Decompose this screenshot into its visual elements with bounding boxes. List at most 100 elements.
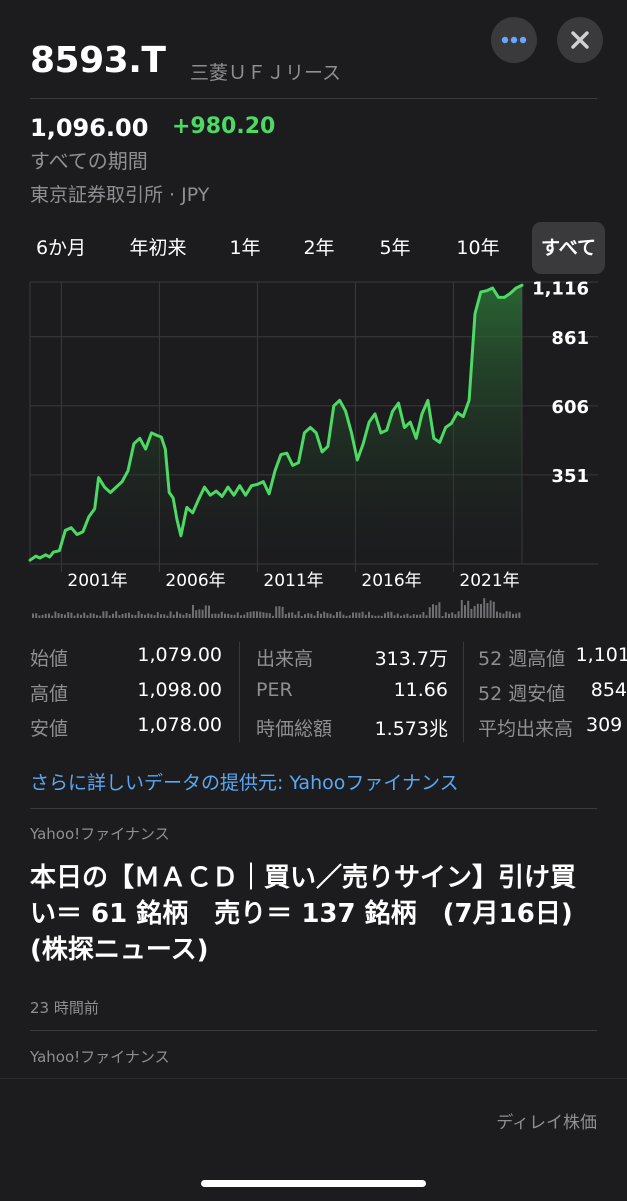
close-button[interactable] [557, 17, 603, 63]
volume-bar [128, 612, 130, 618]
x-tick-label: 2016年 [361, 571, 421, 591]
volume-bar [192, 604, 194, 618]
volume-bar [265, 612, 268, 618]
volume-bar [217, 613, 220, 618]
volume-bar [326, 613, 329, 618]
data-source-link[interactable]: さらに詳しいデータの提供元: Yahooファイナンス [30, 772, 459, 794]
volume-bar [428, 607, 431, 618]
volume-bar [361, 611, 364, 618]
volume-bar [115, 611, 118, 618]
volume-bar [300, 616, 303, 618]
volume-bar [371, 615, 374, 618]
volume-bar [259, 611, 262, 618]
stat-label: 高値 [30, 683, 69, 705]
volume-bar [364, 614, 367, 618]
volume-bar [236, 612, 239, 618]
volume-bar [390, 611, 393, 618]
stat-label: 52 週高値 [478, 648, 566, 670]
close-icon [571, 31, 589, 49]
price-line [28, 283, 524, 562]
volume-bar [505, 611, 508, 618]
volume-bar [377, 615, 380, 618]
range-tab-2y[interactable]: 2年 [303, 237, 335, 259]
volume-bar [220, 611, 223, 618]
volume-bar [38, 615, 41, 618]
volume-bar [310, 613, 313, 618]
volume-bar [368, 611, 370, 618]
volume-bar [224, 613, 226, 618]
volume-bar [339, 611, 342, 618]
range-tab-5y[interactable]: 5年 [379, 237, 411, 259]
volume-bar [64, 614, 66, 618]
volume-bar [41, 614, 44, 618]
volume-bar [105, 611, 108, 618]
header-divider [30, 98, 597, 99]
volume-bar [348, 615, 351, 618]
x-tick-label: 2011年 [263, 571, 323, 591]
volume-bar [307, 613, 310, 618]
volume-bar [470, 608, 473, 618]
volume-bar [121, 613, 124, 618]
volume-bar [483, 598, 486, 618]
volume-bar [240, 615, 242, 618]
volume-bar [502, 613, 505, 618]
range-tab-ytd[interactable]: 年初来 [129, 237, 187, 259]
volume-bar [99, 615, 102, 618]
volume-bar [336, 612, 338, 618]
volume-bar [403, 614, 406, 618]
volume-bar [396, 613, 399, 618]
range-tab-10y[interactable]: 10年 [456, 237, 500, 259]
volume-bar [454, 614, 457, 618]
stats-grid: 始値 1,079.00 高値 1,098.00 安値 1,078.00 出来高 … [0, 636, 627, 746]
more-button[interactable] [491, 17, 537, 63]
range-tab-all[interactable]: すべて [532, 222, 605, 274]
volume-bar [92, 613, 95, 618]
volume-bar [160, 614, 162, 618]
volume-bar [80, 614, 82, 618]
volume-bar [457, 611, 460, 618]
y-tick-label: 351 [551, 466, 589, 487]
volume-bar [166, 615, 169, 618]
price-change: +980.20 [172, 114, 276, 139]
volume-bar [342, 614, 345, 618]
home-indicator[interactable] [201, 1180, 426, 1187]
price-chart-svg: 1,116 861 606 351 2001年 2006年 2011年 2016年 2021年 [28, 279, 598, 618]
volume-bar [512, 613, 514, 618]
y-tick-label: 861 [551, 328, 589, 349]
price-chart[interactable]: 1,116 861 606 351 2001年 2006年 2011年 2016年 2021年 [0, 279, 627, 620]
volume-bar [438, 602, 441, 618]
volume-bar [112, 613, 114, 618]
volume-bar [96, 615, 98, 618]
volume-bar [422, 612, 425, 618]
volume-bar [384, 613, 386, 618]
stat-value: 313.7万 [374, 648, 448, 670]
volume-bar [329, 613, 332, 618]
period-label: すべての期間 [30, 149, 148, 173]
x-tick-label: 2006年 [165, 571, 225, 591]
volume-bar [499, 612, 502, 618]
volume-bar [432, 604, 434, 618]
volume-bar [83, 612, 86, 618]
volume-bar [243, 614, 246, 618]
stat-label: 時価総額 [256, 718, 333, 740]
volume-bar [140, 613, 143, 618]
volume-bar [313, 615, 316, 618]
volume-bar [144, 614, 146, 618]
volume-bar [515, 613, 518, 618]
price-area [30, 285, 522, 564]
stat-label: PER [256, 679, 293, 701]
range-tab-1y[interactable]: 1年 [229, 237, 261, 259]
volume-bar [246, 612, 249, 618]
range-tab-6m[interactable]: 6か月 [35, 237, 87, 259]
volume-bar [73, 615, 76, 618]
volume-bar [380, 615, 383, 618]
news-headline[interactable]: 本日の【ＭＡＣＤ｜買い／売りサイン】引け買い＝ 61 銘柄 売り＝ 137 銘柄… [30, 863, 577, 965]
company-name: 三菱ＵＦＪリース [190, 62, 342, 84]
volume-bar [182, 614, 185, 618]
volume-bar [67, 612, 70, 618]
volume-bar [320, 613, 322, 618]
stat-value: 1,078.00 [137, 714, 222, 736]
volume-bar [188, 614, 191, 618]
volume-bar [518, 612, 521, 618]
volume-bar [57, 613, 60, 618]
